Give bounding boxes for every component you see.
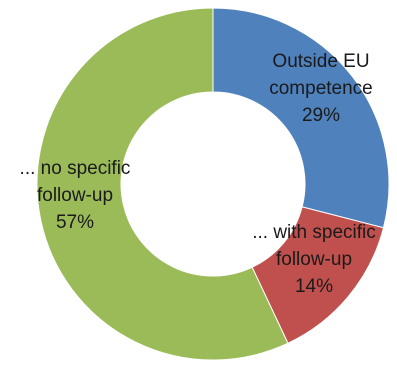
slice-label-line: 29% bbox=[302, 105, 340, 126]
slice-label-line: ... with specific bbox=[252, 222, 376, 243]
slice-label-line: ... no specific bbox=[20, 158, 131, 179]
slice-label-line: 57% bbox=[56, 212, 94, 233]
slice-label-line: competence bbox=[269, 78, 373, 99]
slice-label-line: follow-up bbox=[276, 249, 352, 270]
slice-label-line: 14% bbox=[295, 276, 333, 297]
slice-label-line: Outside EU bbox=[272, 51, 369, 72]
slice-label-line: follow-up bbox=[37, 185, 113, 206]
